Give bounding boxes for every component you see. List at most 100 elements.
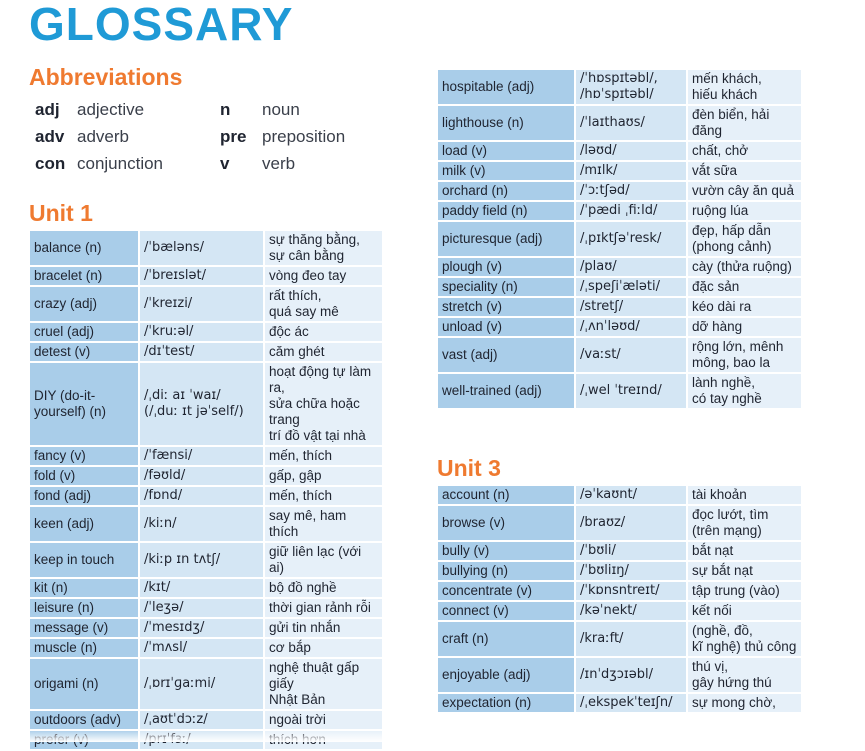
glossary-row: balance (n)/ˈbæləns/sự thăng bằng, sự cân… — [30, 231, 382, 265]
unit2-glossary-table: hospitable (adj)/ˈhɒspɪtəbl/,/hɒˈspɪtəbl… — [436, 68, 803, 410]
abbreviation-code: con — [35, 153, 66, 173]
glossary-pronunciation: /stretʃ/ — [576, 298, 686, 316]
glossary-row: concentrate (v)/ˈkɒnsntreɪt/tập trung (v… — [438, 582, 801, 600]
glossary-row: crazy (adj)/ˈkreɪzi/rất thích, quá say mê — [30, 287, 382, 321]
unit1-heading: Unit 1 — [29, 200, 93, 226]
glossary-pronunciation: /ˈmesɪdʒ/ — [140, 619, 263, 637]
glossary-pronunciation: /vaːst/ — [576, 338, 686, 372]
glossary-meaning: vòng đeo tay — [265, 267, 382, 285]
glossary-row: load (v)/ləʊd/chất, chở — [438, 142, 801, 160]
glossary-pronunciation: /fɒnd/ — [140, 487, 263, 505]
glossary-row: bracelet (n)/ˈbreɪslət/vòng đeo tay — [30, 267, 382, 285]
abbreviations-heading: Abbreviations — [29, 64, 183, 90]
glossary-meaning: vườn cây ăn quả — [688, 182, 801, 200]
glossary-pronunciation: /ˈlaɪthaʊs/ — [576, 106, 686, 140]
glossary-pronunciation: /kiːp ɪn tʌtʃ/ — [140, 543, 263, 577]
abbreviation-meaning: conjunction — [77, 153, 164, 173]
glossary-row: well-trained (adj)/ˌwel ˈtreɪnd/lành ngh… — [438, 374, 801, 408]
glossary-word: stretch (v) — [438, 298, 574, 316]
glossary-meaning: lành nghề, có tay nghề — [688, 374, 801, 408]
glossary-word: concentrate (v) — [438, 582, 574, 600]
abbreviation-row: con conjunction v verb — [35, 150, 415, 177]
glossary-word: message (v) — [30, 619, 138, 637]
glossary-meaning: vắt sữa — [688, 162, 801, 180]
glossary-pronunciation: /ˈfænsi/ — [140, 447, 263, 465]
glossary-pronunciation: /ɪnˈdʒɔɪəbl/ — [576, 658, 686, 692]
glossary-meaning: đèn biển, hải đăng — [688, 106, 801, 140]
glossary-word: vast (adj) — [438, 338, 574, 372]
glossary-meaning: sự bắt nạt — [688, 562, 801, 580]
glossary-word: kit (n) — [30, 579, 138, 597]
glossary-meaning: giữ liên lạc (với ai) — [265, 543, 382, 577]
glossary-row: plough (v)/plaʊ/cày (thửa ruộng) — [438, 258, 801, 276]
glossary-meaning: đặc sản — [688, 278, 801, 296]
glossary-pronunciation: /ˈbʊli/ — [576, 542, 686, 560]
abbreviations-list: adj adjective n noun adv adverb pre prep… — [35, 96, 415, 177]
glossary-row: keep in touch/kiːp ɪn tʌtʃ/giữ liên lạc … — [30, 543, 382, 577]
glossary-row: bullying (n)/ˈbʊliɪŋ/sự bắt nạt — [438, 562, 801, 580]
glossary-meaning: kết nối — [688, 602, 801, 620]
glossary-word: browse (v) — [438, 506, 574, 540]
glossary-meaning: đọc lướt, tìm (trên mạng) — [688, 506, 801, 540]
glossary-meaning: say mê, ham thích — [265, 507, 382, 541]
glossary-pronunciation: /ˌʌnˈləʊd/ — [576, 318, 686, 336]
glossary-word: bracelet (n) — [30, 267, 138, 285]
glossary-word: cruel (adj) — [30, 323, 138, 341]
glossary-row: bully (v)/ˈbʊli/bắt nạt — [438, 542, 801, 560]
glossary-word: keen (adj) — [30, 507, 138, 541]
glossary-row: vast (adj)/vaːst/rộng lớn, mênh mông, bao… — [438, 338, 801, 372]
glossary-word: crazy (adj) — [30, 287, 138, 321]
glossary-pronunciation: /ˌekspekˈteɪʃn/ — [576, 694, 686, 712]
glossary-meaning: hoạt động tự làm ra, sửa chữa hoặc trang t… — [265, 363, 382, 445]
page-title: GLOSSARY — [29, 0, 294, 50]
glossary-row: muscle (n)/ˈmʌsl/cơ bắp — [30, 639, 382, 657]
glossary-word: origami (n) — [30, 659, 138, 709]
glossary-word: fold (v) — [30, 467, 138, 485]
glossary-word: orchard (n) — [438, 182, 574, 200]
glossary-pronunciation: /ˌaʊtˈdɔːz/ — [140, 711, 263, 729]
glossary-pronunciation: /ˌwel ˈtreɪnd/ — [576, 374, 686, 408]
glossary-row: leisure (n)/ˈleʒə/thời gian rảnh rỗi — [30, 599, 382, 617]
glossary-pronunciation: /braʊz/ — [576, 506, 686, 540]
glossary-row: message (v)/ˈmesɪdʒ/gửi tin nhắn — [30, 619, 382, 637]
glossary-meaning: mến, thích — [265, 487, 382, 505]
glossary-word: bullying (n) — [438, 562, 574, 580]
glossary-pronunciation: /mɪlk/ — [576, 162, 686, 180]
glossary-word: lighthouse (n) — [438, 106, 574, 140]
glossary-word: expectation (n) — [438, 694, 574, 712]
glossary-pronunciation: /ˌɒrɪˈɡaːmi/ — [140, 659, 263, 709]
glossary-row: detest (v)/dɪˈtest/căm ghét — [30, 343, 382, 361]
glossary-row: enjoyable (adj)/ɪnˈdʒɔɪəbl/thú vị, gây hứ… — [438, 658, 801, 692]
abbreviation-code: adv — [35, 126, 65, 146]
glossary-pronunciation: /kiːn/ — [140, 507, 263, 541]
glossary-pronunciation: /ˌpɪktʃəˈresk/ — [576, 222, 686, 256]
abbreviation-code: n — [220, 99, 231, 119]
glossary-pronunciation: /dɪˈtest/ — [140, 343, 263, 361]
glossary-row: expectation (n)/ˌekspekˈteɪʃn/sự mong ch… — [438, 694, 801, 712]
glossary-row: DIY (do-it-yourself) (n)/ˌdiː aɪ ˈwaɪ/(/… — [30, 363, 382, 445]
glossary-pronunciation: /fəʊld/ — [140, 467, 263, 485]
glossary-meaning: đẹp, hấp dẫn (phong cảnh) — [688, 222, 801, 256]
glossary-meaning: cơ bắp — [265, 639, 382, 657]
glossary-meaning: mến khách, hiếu khách — [688, 70, 801, 104]
glossary-meaning: sự thăng bằng, sự cân bằng — [265, 231, 382, 265]
glossary-word: keep in touch — [30, 543, 138, 577]
glossary-pronunciation: /əˈkaʊnt/ — [576, 486, 686, 504]
abbreviation-code: pre — [220, 126, 247, 146]
glossary-pronunciation: /ˈɔːtʃəd/ — [576, 182, 686, 200]
glossary-pronunciation: /ˈkreɪzi/ — [140, 287, 263, 321]
glossary-meaning: tập trung (vào) — [688, 582, 801, 600]
glossary-pronunciation: /ləʊd/ — [576, 142, 686, 160]
glossary-pronunciation: /ˈleʒə/ — [140, 599, 263, 617]
glossary-meaning: thời gian rảnh rỗi — [265, 599, 382, 617]
glossary-meaning: mến, thích — [265, 447, 382, 465]
glossary-pronunciation: /kraːft/ — [576, 622, 686, 656]
glossary-word: fond (adj) — [30, 487, 138, 505]
glossary-word: DIY (do-it-yourself) (n) — [30, 363, 138, 445]
glossary-word: plough (v) — [438, 258, 574, 276]
abbreviation-meaning: preposition — [262, 126, 346, 146]
glossary-word: connect (v) — [438, 602, 574, 620]
glossary-row: fancy (v)/ˈfænsi/mến, thích — [30, 447, 382, 465]
glossary-row: unload (v)/ˌʌnˈləʊd/dỡ hàng — [438, 318, 801, 336]
glossary-pronunciation: /ˈbreɪslət/ — [140, 267, 263, 285]
